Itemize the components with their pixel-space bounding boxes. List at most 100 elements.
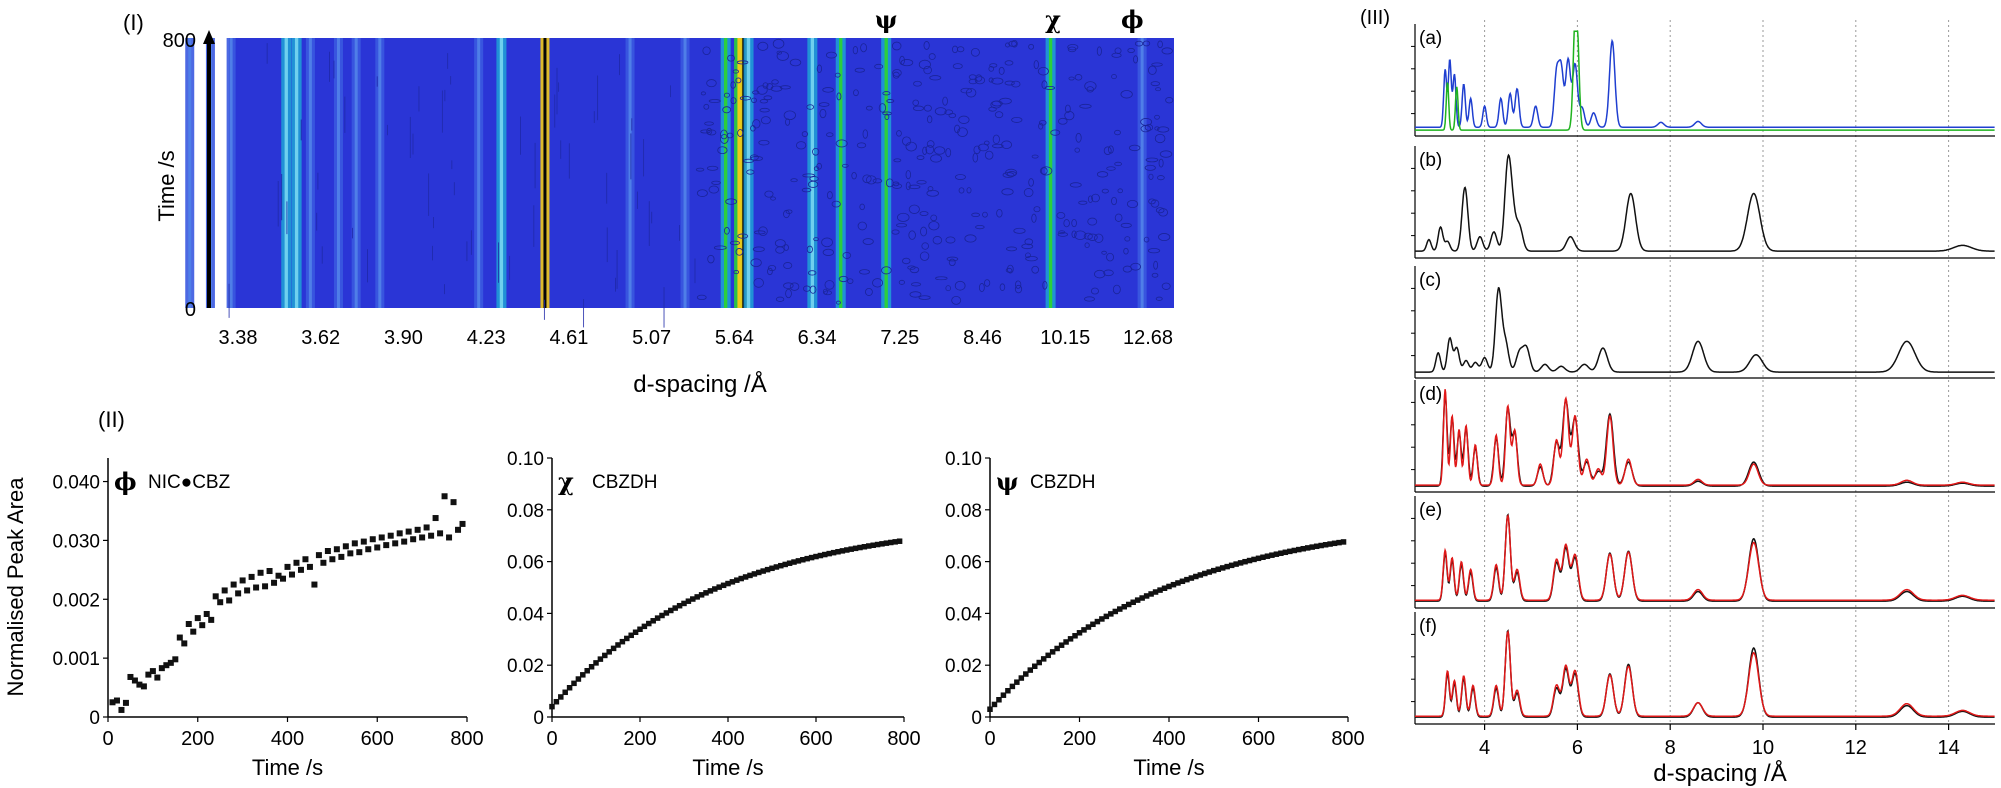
heatmap-contour [847, 278, 854, 284]
heatmap-contour [783, 282, 794, 289]
heatmap-contour [1101, 188, 1109, 194]
heatmap-band-core [810, 38, 815, 308]
heatmap-contour [905, 170, 912, 180]
heatmap-contour [1096, 46, 1102, 56]
heatmap-contour [1031, 154, 1039, 159]
heatmap-contour [932, 236, 943, 245]
heatmap-contour [1074, 74, 1083, 81]
kinetics-ytick-label: 0.04 [507, 604, 544, 625]
heatmap-contour [972, 152, 979, 163]
heatmap-panel: 800 0 Time /s 3.38 3.62 3.90 4.23 4.61 5.07 5.… [154, 5, 1174, 398]
kinetics-point [791, 559, 797, 565]
heatmap-xtick-label: 6.34 [798, 327, 837, 349]
kinetics-point [405, 528, 412, 535]
heatmap-contour [988, 77, 994, 83]
kinetics-point [127, 673, 134, 680]
heatmap-contour [919, 211, 929, 217]
heatmap-contour [1155, 87, 1161, 92]
kinetics-point [826, 550, 832, 557]
kinetics-ytick-label: 0.04 [945, 604, 982, 625]
heatmap-contour [992, 134, 1000, 145]
heatmap-contour [1159, 150, 1173, 158]
heatmap-contour [779, 85, 791, 90]
heatmap-contour [1024, 238, 1034, 246]
kinetics-point [773, 564, 780, 570]
kinetics-point [271, 579, 278, 586]
kinetics-point [1206, 569, 1213, 575]
heatmap-contour [923, 41, 930, 50]
heatmap-contour [862, 129, 869, 139]
heatmap-contour [958, 115, 970, 124]
heatmap-contour [882, 111, 892, 116]
heatmap-contour [725, 198, 738, 205]
heatmap-contour [834, 72, 841, 78]
heatmap-contour [957, 127, 968, 137]
stack-pattern-line [1415, 286, 1995, 373]
heatmap-contour [860, 43, 868, 53]
heatmap-band-core [354, 38, 358, 308]
kinetics-point [275, 572, 282, 579]
heatmap-contour [795, 141, 807, 150]
heatmap-contour [908, 204, 920, 214]
kinetics-point [1170, 581, 1177, 588]
kinetics-point [808, 554, 815, 561]
kinetics-point [1023, 671, 1029, 677]
heatmap-band-core [499, 38, 504, 308]
heatmap-contour [945, 236, 956, 244]
heatmap-contour [1064, 110, 1075, 121]
kinetics-point [1148, 591, 1154, 597]
heatmap-contour [708, 185, 720, 194]
kinetics-point [1134, 597, 1141, 603]
kinetics-point [707, 588, 714, 594]
heatmap-band-core [746, 38, 751, 308]
heatmap-contour [945, 148, 952, 158]
kinetics-ytick-label: 0.02 [945, 656, 982, 677]
kinetics-point [311, 581, 318, 588]
kinetics-point [751, 571, 758, 577]
heatmap-xtick-label: 3.62 [301, 327, 340, 349]
heatmap-contour [907, 265, 916, 270]
heatmap-contour [891, 41, 902, 51]
stack-xlabel: d-spacing /Å [1653, 759, 1786, 787]
kinetics-xtick-label: 0 [984, 728, 995, 750]
heatmap-bands [185, 38, 1147, 308]
heatmap-contour [1128, 144, 1141, 152]
heatmap-contour [813, 237, 819, 242]
heatmap-contour [946, 256, 959, 262]
heatmap-contour [1157, 40, 1163, 49]
heatmap-contour [1155, 296, 1163, 301]
heatmap-contour [706, 127, 713, 135]
heatmap-contour [720, 129, 728, 140]
kinetics-point [1197, 572, 1204, 578]
kinetics-ytick-label: 0.040 [52, 473, 100, 494]
heatmap-contour [711, 180, 721, 185]
heatmap-contour [944, 109, 954, 115]
stack-subplot: (e) [1411, 496, 1995, 609]
heatmap-contour [926, 189, 939, 197]
heatmap-contour [801, 131, 809, 137]
heatmap-contour [783, 244, 789, 251]
heatmap-contour [1037, 66, 1049, 76]
kinetics-series-label: CBZDH [592, 472, 657, 493]
heatmap-contour [958, 187, 965, 194]
heatmap-contour [1084, 296, 1095, 302]
heatmap-contour [1157, 126, 1170, 133]
kinetics-point [1094, 618, 1101, 625]
stack-subplot: (d) [1411, 380, 1995, 493]
kinetics-ytick-label: 0.06 [945, 553, 982, 574]
heatmap-contour [1154, 133, 1166, 144]
kinetics-xtick-label: 800 [450, 728, 483, 750]
kinetics-point [1000, 692, 1007, 698]
kinetics-point [441, 493, 448, 500]
heatmap-contour [1120, 222, 1132, 228]
heatmap-ylabel: Time /s [154, 150, 179, 221]
heatmap-contour [1074, 230, 1087, 241]
heatmap-contour [1148, 65, 1157, 75]
heatmap-contour [1007, 264, 1014, 274]
kinetics-point [844, 547, 850, 553]
kinetics-ytick-label: 0.002 [52, 590, 100, 611]
heatmap-contour [942, 96, 948, 106]
heatmap-contour [934, 107, 947, 116]
kinetics-point [1103, 613, 1110, 620]
kinetics-point [428, 532, 435, 539]
